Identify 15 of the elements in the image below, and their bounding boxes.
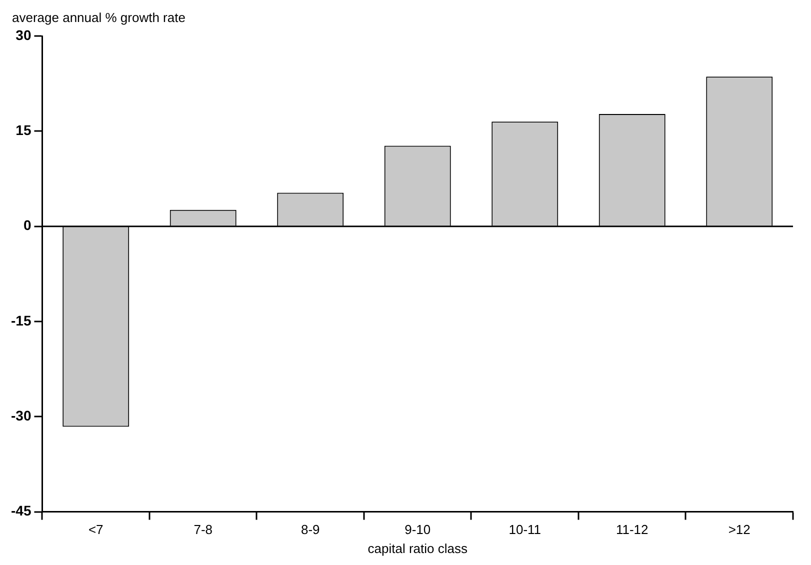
x-axis-title: capital ratio class (368, 540, 468, 556)
x-tick-label: 7-8 (194, 522, 213, 538)
x-tick-label: 8-9 (300, 522, 320, 538)
x-tick-label: <7 (88, 522, 104, 538)
y-tick-label: -45 (11, 502, 32, 519)
y-tick-label: 15 (16, 122, 32, 138)
y-axis-title: average annual % growth rate (12, 10, 186, 26)
x-tick-label: >12 (728, 522, 750, 538)
x-tick-label: 10-11 (508, 522, 542, 538)
y-tick-label: -30 (11, 408, 32, 424)
y-tick-label: 0 (23, 217, 32, 234)
y-tick-label: 30 (16, 26, 32, 43)
y-tick-label: -15 (11, 312, 32, 328)
x-tick-label: 9-10 (404, 522, 431, 538)
x-tick-label: 11-12 (616, 522, 648, 538)
